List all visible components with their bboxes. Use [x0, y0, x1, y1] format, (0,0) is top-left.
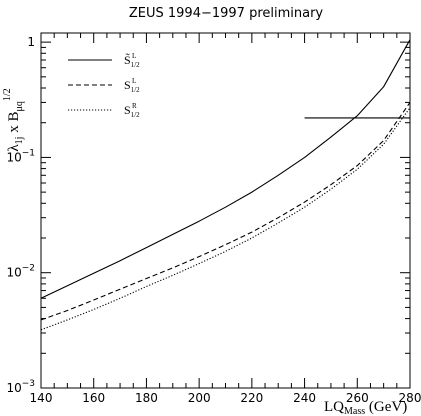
x-axis-label: LQMass (GeV)	[324, 399, 407, 416]
y-tick-label: 1	[27, 35, 35, 49]
plot-area: 140 160 180 200 220 240 260 280 1 10−1 10−2 10−3 S̃1…	[6, 32, 421, 405]
series-line-2	[40, 102, 411, 321]
legend-label-3: S1/2R	[124, 102, 140, 119]
y-label-main: λ	[6, 144, 22, 152]
x-tick-label: 240	[293, 391, 316, 405]
x-tick-label: 180	[135, 391, 158, 405]
x-tick-label: 140	[30, 391, 53, 405]
y-label-mid-sub: μq	[14, 101, 25, 111]
x-tick-label: 220	[240, 391, 263, 405]
y-axis-label: λ1j x Bμq1/2	[2, 88, 25, 151]
x-tick-label: 160	[82, 391, 105, 405]
legend-label-2: S1/2L	[124, 77, 140, 94]
series-line-3	[40, 107, 411, 331]
legend-label-1: S̃1/2L	[124, 52, 140, 69]
plot-frame	[40, 32, 411, 389]
y-tick-label: 10−2	[6, 264, 35, 280]
chart-title: ZEUS 1994−1997 preliminary	[129, 6, 324, 21]
x-tick-label: 200	[188, 391, 211, 405]
x-label-sub: Mass	[344, 406, 365, 416]
y-label-main-sub: 1j	[14, 137, 25, 145]
x-tick-label: 280	[399, 391, 421, 405]
y-tick-label: 10−1	[6, 148, 35, 164]
series-line-1	[40, 39, 411, 299]
x-tick-label: 260	[346, 391, 369, 405]
x-label-main: LQ	[324, 399, 344, 415]
y-tick-label: 10−3	[6, 379, 35, 395]
y-label-mid: x B	[6, 112, 22, 137]
x-label-unit: (GeV)	[365, 399, 407, 415]
y-label-sup: 1/2	[2, 88, 13, 101]
